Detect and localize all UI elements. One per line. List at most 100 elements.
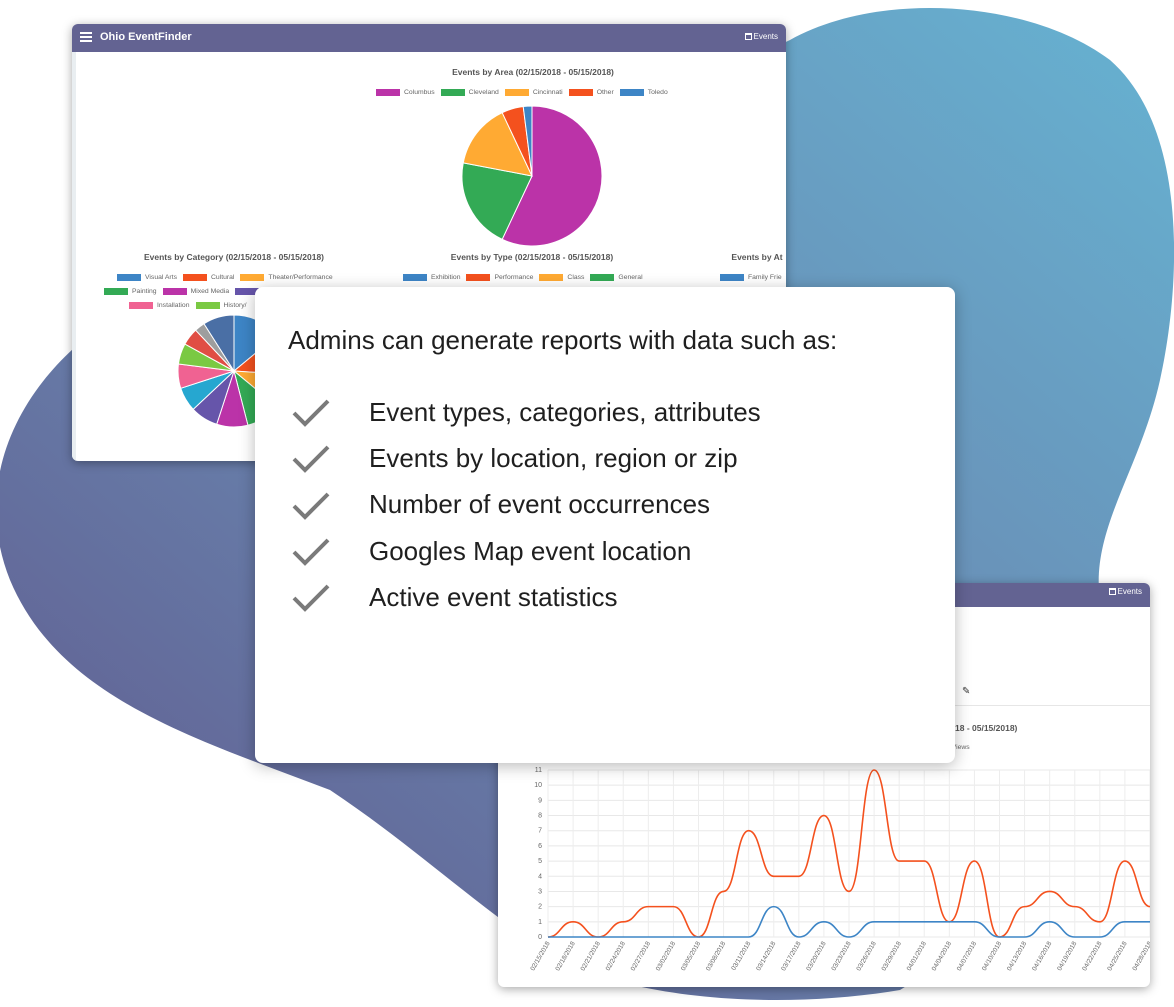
category-legend-item[interactable]: Cultural <box>183 274 234 281</box>
y-tick-label: 6 <box>538 843 542 850</box>
y-tick-label: 0 <box>538 934 542 941</box>
type-chart-legend: Exhibition Performance Class General <box>403 274 643 281</box>
checkmark-icon <box>292 399 330 427</box>
legend-swatch <box>590 274 615 281</box>
x-tick-label: 02/18/2018 <box>554 940 577 972</box>
type-legend-item[interactable]: Class <box>539 274 584 281</box>
pie-slice[interactable] <box>203 314 235 373</box>
feature-text: Number of event occurrences <box>369 489 711 520</box>
legend-swatch <box>104 288 128 295</box>
legend-swatch <box>240 274 265 281</box>
y-tick-label: 11 <box>535 767 542 774</box>
x-tick-label: 03/20/2018 <box>805 940 828 972</box>
x-tick-label: 04/16/2018 <box>1031 940 1054 972</box>
line-chart-legend-label: e Views <box>946 744 970 751</box>
feature-item: Active event statistics <box>291 574 761 620</box>
category-legend-item[interactable]: Visual Arts <box>117 274 177 281</box>
legend-label: Exhibition <box>431 274 461 281</box>
category-legend-item[interactable]: History/ <box>195 302 247 309</box>
area-legend-item[interactable]: Columbus <box>376 89 435 96</box>
x-tick-label: 03/11/2018 <box>730 940 752 972</box>
x-tick-label: 03/17/2018 <box>780 940 803 972</box>
area-legend-item[interactable]: Cleveland <box>440 89 499 96</box>
checkmark-icon <box>292 584 330 613</box>
checkmark-icon <box>292 538 330 566</box>
pie-slice[interactable] <box>522 105 533 177</box>
legend-label: Visual Arts <box>145 274 177 281</box>
feature-item: Googles Map event location <box>291 528 761 574</box>
y-tick-label: 5 <box>538 858 542 865</box>
feature-list: Event types, categories, attributes Even… <box>291 389 761 620</box>
type-legend-item[interactable]: Performance <box>466 274 533 281</box>
y-tick-label: 2 <box>538 904 542 911</box>
area-legend-item[interactable]: Other <box>568 89 614 96</box>
edit-pen-icon[interactable]: ✎ <box>962 686 971 697</box>
legend-label: Mixed Media <box>190 288 230 295</box>
legend-label: Other <box>596 89 614 96</box>
type-legend-item[interactable]: General <box>590 274 643 281</box>
legend-swatch <box>720 274 744 281</box>
y-tick-label: 8 <box>538 813 542 820</box>
page-views-line-chart: 0 1 2 3 4 5 6 7 8 9 10 11 02/15/2018 02/18/2018 02/21/… <box>529 767 1150 972</box>
legend-swatch <box>504 89 529 96</box>
sidebar-edge <box>72 52 76 461</box>
pie-slice[interactable] <box>462 111 533 177</box>
legend-label: Columbus <box>404 89 435 96</box>
legend-swatch <box>129 302 153 309</box>
legend-swatch <box>195 302 220 309</box>
events-nav-label: Events <box>753 32 778 41</box>
area-pie-chart <box>461 105 603 247</box>
app-title[interactable]: Ohio EventFinder <box>100 31 192 43</box>
x-tick-label: 04/19/2018 <box>1056 940 1079 972</box>
x-tick-label: 04/28/2018 <box>1131 940 1150 972</box>
legend-swatch <box>619 89 644 96</box>
y-tick-label: 3 <box>538 888 542 895</box>
legend-swatch <box>235 288 260 295</box>
feature-text: Active event statistics <box>369 581 618 612</box>
category-legend-row2: Painting Mixed Media <box>104 288 263 295</box>
legend-swatch <box>376 89 400 96</box>
category-legend-row1: Visual Arts Cultural Theater/Performance <box>117 274 333 281</box>
x-tick-label: 03/08/2018 <box>705 940 728 972</box>
feature-text: Events by location, region or zip <box>369 442 738 473</box>
category-chart-title: Events by Category (02/15/2018 - 05/15/2… <box>143 252 325 262</box>
hamburger-menu-icon[interactable] <box>80 32 92 42</box>
area-legend-item[interactable]: Cincinnati <box>504 89 563 96</box>
area-legend-item[interactable]: Toledo <box>619 89 668 96</box>
x-tick-label: 04/25/2018 <box>1106 940 1129 972</box>
x-tick-label: 03/14/2018 <box>755 940 778 972</box>
attribute-legend-item[interactable]: Family Frie <box>720 274 782 281</box>
legend-swatch <box>440 89 465 96</box>
legend-label: General <box>618 274 643 281</box>
feature-text: Googles Map event location <box>369 535 692 566</box>
category-legend-item[interactable]: Theater/Performance <box>240 274 333 281</box>
y-tick-label: 1 <box>538 919 542 926</box>
x-tick-label: 03/26/2018 <box>855 940 878 972</box>
y-tick-label: 7 <box>538 828 542 835</box>
area-chart-title: Events by Area (02/15/2018 - 05/15/2018) <box>452 67 614 77</box>
x-tick-label: 04/04/2018 <box>931 940 954 972</box>
category-legend-item[interactable]: Painting <box>104 288 157 295</box>
feature-item: Number of event occurrences <box>291 482 761 528</box>
category-legend-item[interactable] <box>235 288 263 295</box>
legend-label: Painting <box>132 288 157 295</box>
category-legend-item[interactable]: Mixed Media <box>162 288 230 295</box>
events-nav-label: Events <box>1117 587 1142 596</box>
legend-swatch <box>568 89 593 96</box>
legend-label: Toledo <box>647 89 668 96</box>
pie-slice[interactable] <box>461 162 533 241</box>
category-legend-item[interactable]: Installation <box>129 302 190 309</box>
x-tick-label: 04/22/2018 <box>1081 940 1104 972</box>
type-chart-title: Events by Type (02/15/2018 - 05/15/2018) <box>450 252 614 262</box>
pie-slice[interactable] <box>501 105 603 247</box>
legend-label: Performance <box>494 274 534 281</box>
legend-label: Class <box>567 274 585 281</box>
x-tick-label: 04/01/2018 <box>906 940 929 972</box>
info-heading: Admins can generate reports with data su… <box>288 325 838 355</box>
x-tick-label: 03/23/2018 <box>830 940 853 972</box>
top-navbar: Ohio EventFinder Events <box>72 24 786 52</box>
type-legend-item[interactable]: Exhibition <box>403 274 460 281</box>
y-tick-label: 9 <box>538 797 542 804</box>
events-nav-link[interactable]: Events <box>1108 587 1142 596</box>
events-nav-link[interactable]: Events <box>744 32 778 41</box>
